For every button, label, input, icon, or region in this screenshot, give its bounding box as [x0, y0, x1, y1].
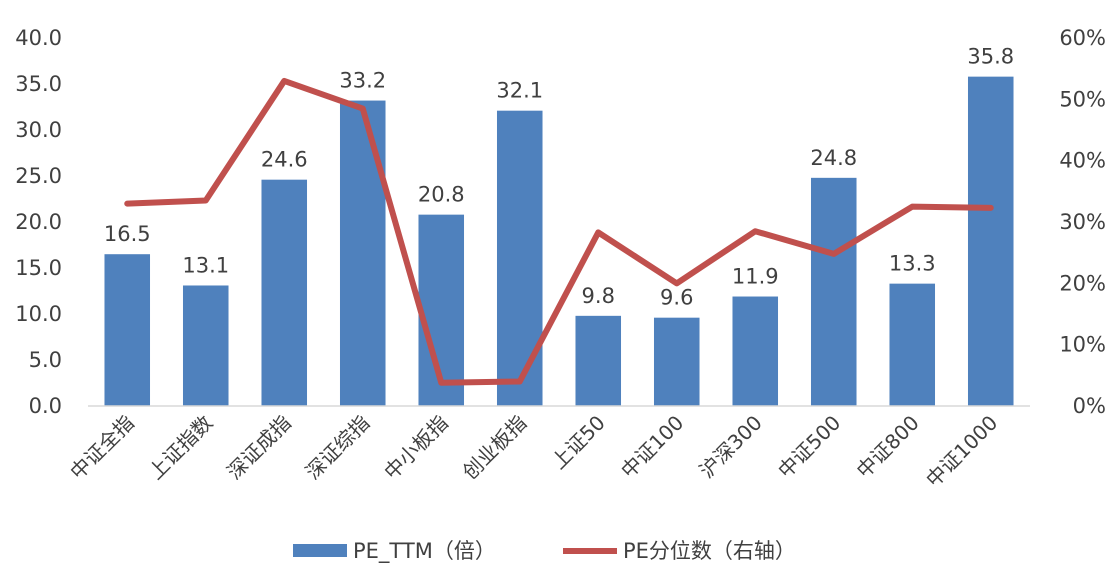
right-y-tick-label: 40% — [1059, 149, 1106, 173]
line-point — [204, 199, 208, 203]
category-label: 深证成指 — [222, 411, 296, 485]
bar — [575, 315, 622, 406]
category-label: 沪深300 — [695, 411, 767, 483]
category-label: 上证指数 — [144, 411, 218, 485]
x-axis-category-labels: 中证全指 上证指数 深证成指 深证综指 中小板指 创业板指 上证50 中证100 沪深300 中证… — [65, 411, 1002, 492]
line-point — [675, 281, 679, 285]
right-y-tick-label: 20% — [1059, 271, 1106, 295]
left-y-tick-label: 5.0 — [29, 348, 62, 372]
category-label: 创业板指 — [458, 411, 532, 485]
bar-series — [104, 76, 1014, 407]
bar — [653, 317, 700, 406]
line-point — [361, 107, 365, 111]
line-point — [832, 252, 836, 256]
line-point — [753, 229, 757, 233]
right-y-tick-label: 10% — [1059, 333, 1106, 357]
left-y-tick-label: 25.0 — [15, 164, 62, 188]
line-point — [125, 202, 129, 206]
right-y-tick-label: 50% — [1059, 87, 1106, 111]
legend-label-line: PE分位数（右轴） — [623, 539, 796, 563]
line-series-path — [124, 77, 994, 386]
bar — [732, 296, 779, 406]
left-y-tick-label: 20.0 — [15, 210, 62, 234]
category-label: 中证500 — [773, 411, 845, 483]
legend: PE_TTM（倍） PE分位数（右轴） — [293, 539, 796, 564]
category-label: 中证100 — [616, 411, 688, 483]
bar-data-label: 9.6 — [660, 286, 693, 310]
line-point — [910, 205, 914, 209]
bar-data-label: 16.5 — [104, 222, 151, 246]
bar-data-label: 13.3 — [889, 252, 936, 276]
right-y-axis: 0% 10% 20% 30% 40% 50% 60% — [1059, 26, 1106, 418]
line-point — [989, 206, 993, 210]
left-y-tick-label: 10.0 — [15, 302, 62, 326]
bar-data-label: 33.2 — [339, 69, 386, 93]
line-point — [596, 230, 600, 234]
category-label: 中证800 — [852, 411, 924, 483]
line-series — [124, 77, 994, 386]
bar-data-label: 20.8 — [418, 183, 465, 207]
bar-data-label: 13.1 — [182, 253, 229, 277]
right-y-tick-label: 0% — [1073, 394, 1106, 418]
right-y-tick-label: 30% — [1059, 210, 1106, 234]
category-label: 中证全指 — [65, 411, 139, 485]
category-label: 深证综指 — [301, 411, 375, 485]
bar-data-label: 11.9 — [732, 265, 779, 289]
bar-data-label: 24.8 — [810, 146, 857, 170]
bar — [104, 254, 151, 406]
category-label: 上证50 — [547, 411, 610, 474]
left-y-tick-label: 40.0 — [15, 26, 62, 50]
bar-data-label: 35.8 — [967, 45, 1014, 69]
line-point — [518, 379, 522, 383]
right-y-tick-label: 60% — [1059, 26, 1106, 50]
legend-swatch-bar — [293, 544, 347, 557]
category-label: 中小板指 — [379, 411, 453, 485]
bar — [889, 283, 936, 406]
legend-label-bar: PE_TTM（倍） — [353, 539, 496, 564]
bar — [967, 76, 1014, 406]
category-label: 中证1000 — [921, 411, 1002, 492]
bar — [261, 179, 308, 406]
bar-data-label: 9.8 — [582, 284, 615, 308]
data-labels: 16.5 13.1 24.6 33.2 20.8 32.1 9.8 9.6 11.9 24.8 13… — [104, 45, 1014, 310]
bar — [182, 285, 229, 406]
bar — [810, 177, 857, 406]
bar-data-label: 32.1 — [496, 79, 543, 103]
bar — [339, 100, 386, 406]
line-point — [439, 381, 443, 385]
bar-data-label: 24.6 — [261, 148, 308, 172]
left-y-tick-label: 35.0 — [15, 72, 62, 96]
line-point — [282, 79, 286, 83]
left-y-tick-label: 30.0 — [15, 118, 62, 142]
left-y-axis: 0.0 5.0 10.0 15.0 20.0 25.0 30.0 35.0 40.0 — [15, 26, 62, 418]
left-y-tick-label: 15.0 — [15, 256, 62, 280]
bar — [496, 110, 543, 407]
left-y-tick-label: 0.0 — [29, 394, 62, 418]
